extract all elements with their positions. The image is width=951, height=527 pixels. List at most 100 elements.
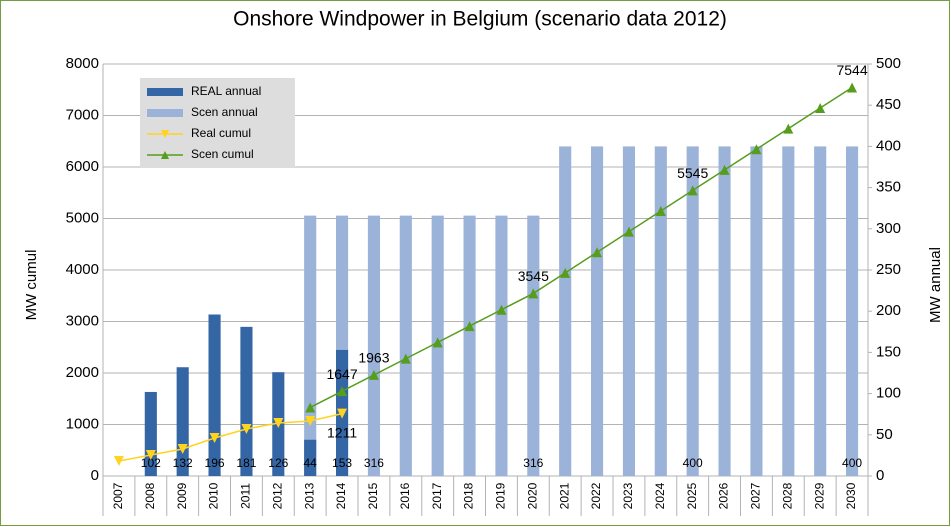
y-tick-label: 1000: [66, 415, 99, 432]
bar: [463, 215, 476, 476]
data-label: 44: [304, 456, 318, 470]
x-tick-label: 2021: [557, 482, 571, 509]
bar: [782, 146, 795, 476]
marker: [305, 402, 316, 413]
x-tick-label: 2022: [589, 482, 603, 509]
bar: [718, 146, 731, 476]
bar: [559, 146, 572, 476]
marker: [528, 288, 539, 299]
bar: [176, 367, 189, 476]
x-tick-label: 2017: [430, 482, 444, 509]
bar: [654, 146, 667, 476]
bar: [686, 146, 699, 476]
x-tick-label: 2010: [207, 482, 221, 509]
y-tick-label: 6000: [66, 158, 99, 175]
bar: [750, 146, 763, 476]
x-tick-label: 2009: [175, 482, 189, 509]
legend-label: REAL annual: [191, 84, 261, 98]
data-label: 316: [523, 456, 543, 470]
y2-tick-label: 150: [876, 343, 901, 360]
legend-label: Scen cumul: [191, 147, 254, 161]
marker: [464, 321, 475, 332]
data-label: 7544: [836, 62, 867, 78]
x-tick-label: 2014: [334, 482, 348, 509]
x-tick-label: 2008: [143, 482, 157, 509]
y-tick-label: 8000: [66, 55, 99, 72]
data-label: 102: [141, 456, 161, 470]
data-label: 3545: [518, 268, 549, 284]
bar: [304, 439, 317, 476]
x-tick-label: 2030: [844, 482, 858, 509]
bar: [495, 215, 508, 476]
bar: [814, 146, 827, 476]
y-tick-label: 2000: [66, 364, 99, 381]
y-tick-label: 0: [91, 467, 99, 484]
legend-label: Scen annual: [191, 105, 258, 119]
marker: [337, 408, 348, 419]
marker: [815, 103, 826, 114]
marker: [209, 432, 220, 443]
marker: [847, 82, 858, 93]
marker: [400, 353, 411, 364]
legend-swatch: [147, 88, 183, 96]
y-tick-label: 3000: [66, 312, 99, 329]
chart-title: Onshore Windpower in Belgium (scenario d…: [233, 8, 727, 31]
x-tick-label: 2013: [302, 482, 316, 509]
marker: [305, 415, 316, 426]
x-tick-label: 2019: [494, 482, 508, 509]
marker: [655, 206, 666, 217]
data-label: 1211: [327, 424, 357, 440]
marker: [113, 456, 124, 467]
bar: [367, 215, 380, 476]
x-tick-label: 2026: [717, 482, 731, 509]
bar: [304, 215, 317, 476]
marker: [719, 164, 730, 175]
y-tick-label: 7000: [66, 106, 99, 123]
marker: [337, 386, 348, 397]
x-tick-label: 2023: [621, 482, 635, 509]
bar: [591, 146, 604, 476]
marker: [751, 144, 762, 155]
y2-tick-label: 300: [876, 220, 901, 237]
marker: [560, 267, 571, 278]
x-tick-label: 2012: [270, 482, 284, 509]
y2-tick-label: 0: [876, 467, 884, 484]
y2-tick-label: 100: [876, 385, 901, 402]
y2-axis-title: MW annual: [927, 247, 944, 323]
x-tick-label: 2028: [780, 482, 794, 509]
data-label: 5545: [677, 165, 708, 181]
legend-marker: [161, 130, 169, 138]
x-tick-label: 2024: [653, 482, 667, 509]
x-tick-label: 2025: [685, 482, 699, 509]
marker: [496, 304, 507, 315]
bar: [527, 215, 540, 476]
data-label: 400: [683, 456, 703, 470]
data-label: 1963: [358, 350, 389, 366]
y-tick-label: 5000: [66, 209, 99, 226]
legend: REAL annual Scen annual Real cumul Scen cum…: [140, 78, 295, 168]
y2-tick-label: 450: [876, 96, 901, 113]
x-tick-label: 2015: [366, 482, 380, 509]
line: [118, 412, 343, 462]
bar: [846, 146, 859, 476]
marker: [687, 185, 698, 196]
marker: [432, 337, 443, 348]
marker: [783, 123, 794, 134]
x-tick-label: 2011: [239, 483, 253, 509]
marker: [368, 369, 379, 380]
data-label: 153: [332, 456, 352, 470]
data-label: 316: [364, 456, 384, 470]
y-tick-label: 4000: [66, 261, 99, 278]
bar: [622, 146, 635, 476]
data-label: 400: [842, 456, 862, 470]
x-tick-label: 2018: [462, 482, 476, 509]
x-tick-label: 2020: [525, 482, 539, 509]
legend-marker: [161, 151, 169, 159]
data-label: 126: [268, 456, 288, 470]
x-tick-label: 2007: [111, 482, 125, 509]
bar: [240, 326, 253, 476]
marker: [592, 247, 603, 258]
data-label: 181: [236, 456, 256, 470]
legend-label: Real cumul: [191, 126, 251, 140]
